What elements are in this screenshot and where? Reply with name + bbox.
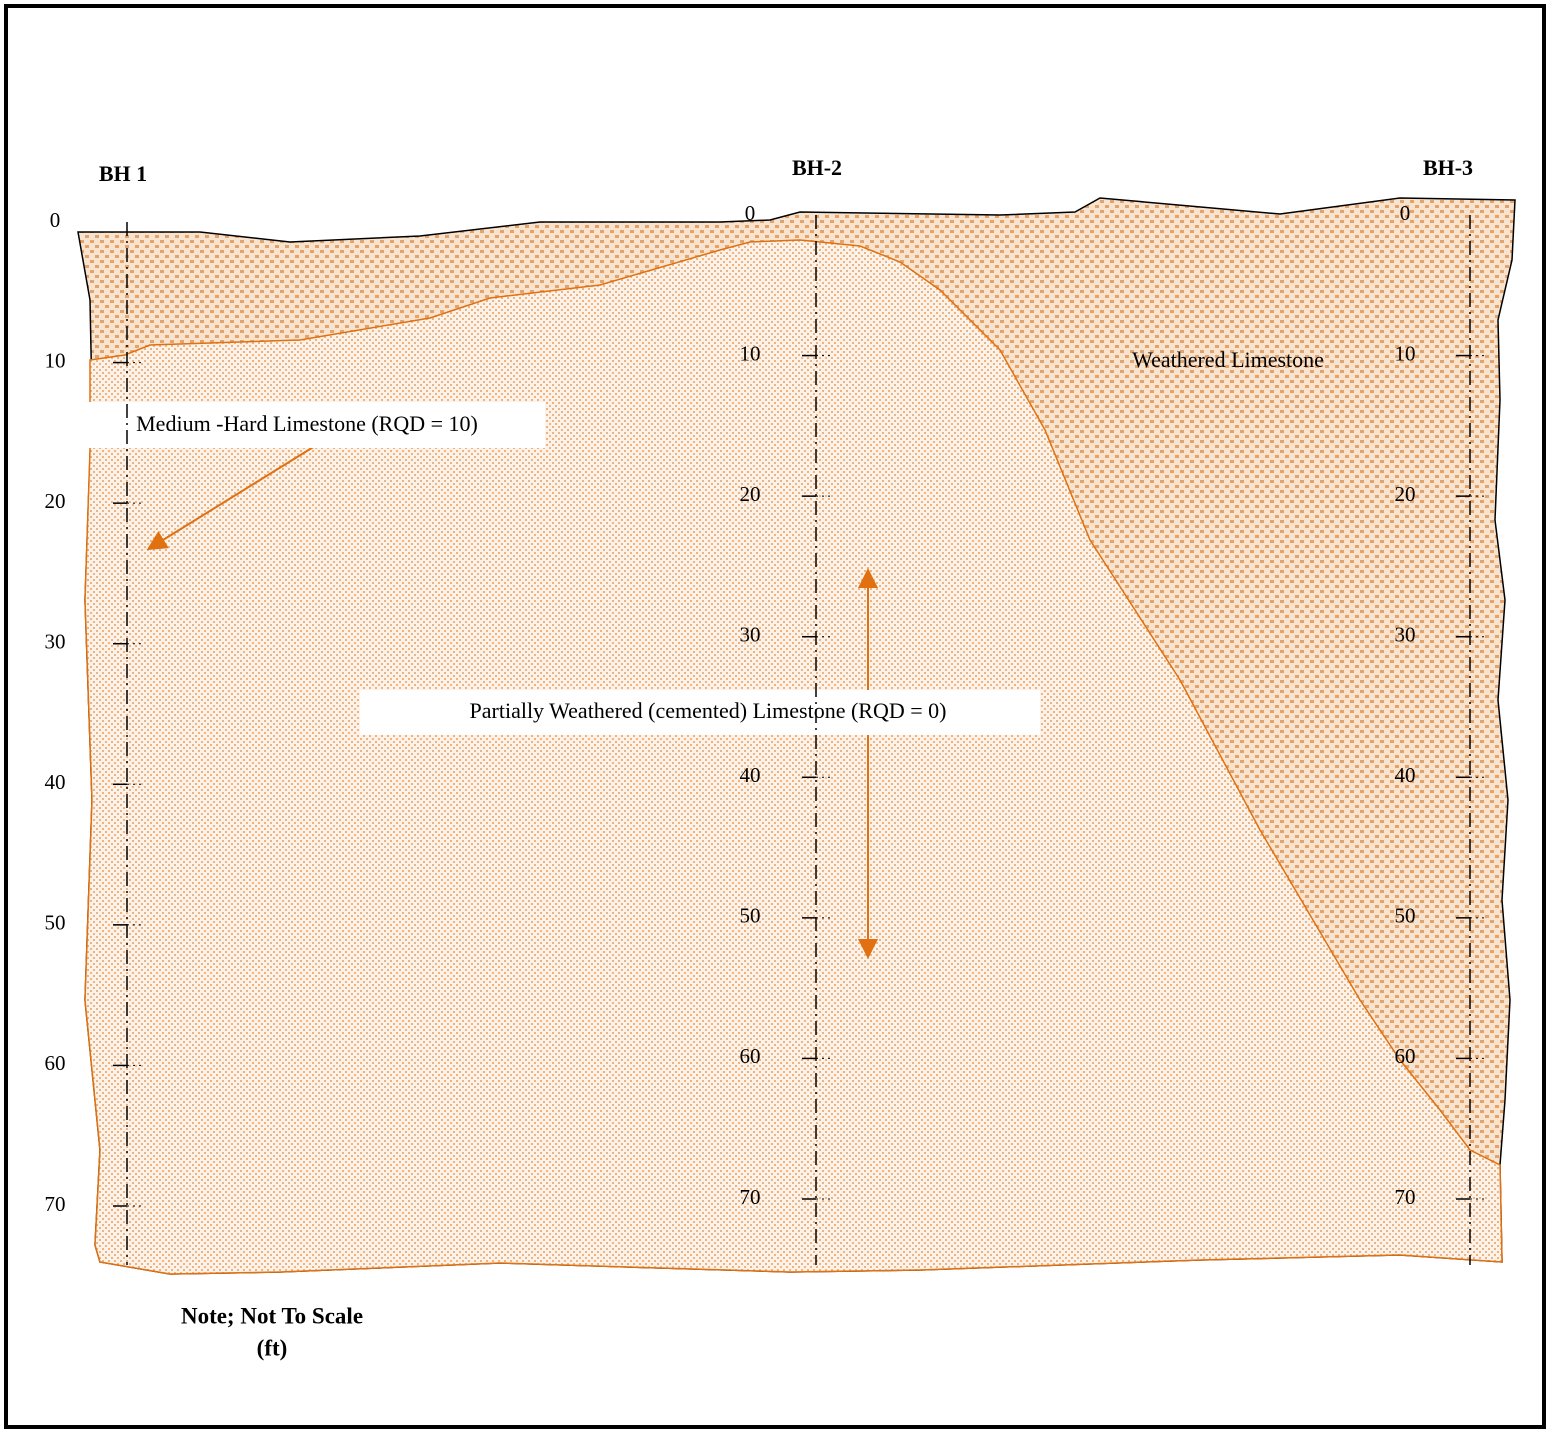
depth-label: 70 bbox=[45, 1192, 66, 1216]
depth-label: 40 bbox=[1395, 763, 1416, 787]
depth-label: 10 bbox=[1395, 341, 1416, 365]
depth-label: 60 bbox=[1395, 1044, 1416, 1068]
borehole-label: BH-2 bbox=[792, 155, 842, 180]
depth-label: 0 bbox=[50, 208, 61, 232]
depth-label: 10 bbox=[45, 348, 66, 372]
depth-label: 10 bbox=[740, 341, 761, 365]
borehole-label: BH 1 bbox=[99, 161, 147, 186]
depth-label: 30 bbox=[1395, 623, 1416, 647]
depth-label: 50 bbox=[45, 911, 66, 935]
depth-label: 60 bbox=[740, 1044, 761, 1068]
depth-label: 0 bbox=[1400, 201, 1411, 225]
depth-label: 40 bbox=[740, 763, 761, 787]
depth-label: 60 bbox=[45, 1051, 66, 1075]
depth-label: 50 bbox=[740, 904, 761, 928]
depth-label: 70 bbox=[740, 1185, 761, 1209]
borehole-label: BH-3 bbox=[1423, 155, 1473, 180]
depth-label: 20 bbox=[45, 489, 66, 513]
note: Note; Not To Scale bbox=[181, 1303, 363, 1328]
note: (ft) bbox=[257, 1335, 288, 1360]
cross-section: Weathered Limestone Medium -Hard Limesto… bbox=[0, 0, 1551, 1433]
depth-label: 0 bbox=[745, 201, 756, 225]
depth-label: 50 bbox=[1395, 904, 1416, 928]
layer-label: Weathered Limestone bbox=[1132, 347, 1324, 372]
depth-label: 20 bbox=[740, 482, 761, 506]
layer-label: Partially Weathered (cemented) Limestone… bbox=[470, 698, 947, 723]
depth-label: 40 bbox=[45, 770, 66, 794]
depth-label: 30 bbox=[45, 630, 66, 654]
depth-label: 70 bbox=[1395, 1185, 1416, 1209]
depth-label: 30 bbox=[740, 623, 761, 647]
depth-label: 20 bbox=[1395, 482, 1416, 506]
layer-label: Medium -Hard Limestone (RQD = 10) bbox=[136, 411, 478, 436]
